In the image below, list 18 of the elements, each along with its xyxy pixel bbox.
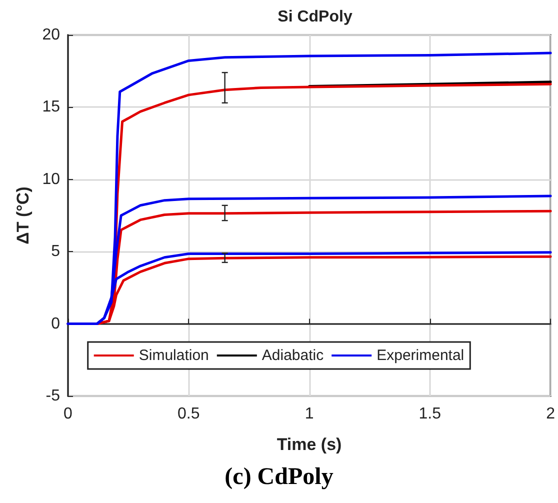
text: (c) CdPoly xyxy=(224,464,334,490)
legend-label: Experimental xyxy=(376,347,464,364)
x-axis-title: Time (s) xyxy=(276,435,342,454)
y-tick-label: 15 xyxy=(42,98,60,116)
x-tick-label: 0.5 xyxy=(178,406,200,422)
x-tick-label: 1.5 xyxy=(418,406,442,422)
y-tick-label: -5 xyxy=(46,388,60,404)
y-tick-label: 10 xyxy=(42,170,60,188)
legend-label: Adiabatic xyxy=(262,347,324,364)
y-tick-label: 5 xyxy=(51,243,60,260)
chart-title: Si CdPoly xyxy=(278,8,352,26)
y-tick-label: 20 xyxy=(42,26,60,44)
y-tick-label: 0 xyxy=(51,315,60,332)
x-tick-label: 0 xyxy=(64,406,73,422)
x-tick-label: 2 xyxy=(546,406,556,422)
y-axis-title: ΔT (°C) xyxy=(13,186,32,244)
x-tick-label: 1 xyxy=(304,406,314,422)
legend-label: Simulation xyxy=(138,347,209,364)
